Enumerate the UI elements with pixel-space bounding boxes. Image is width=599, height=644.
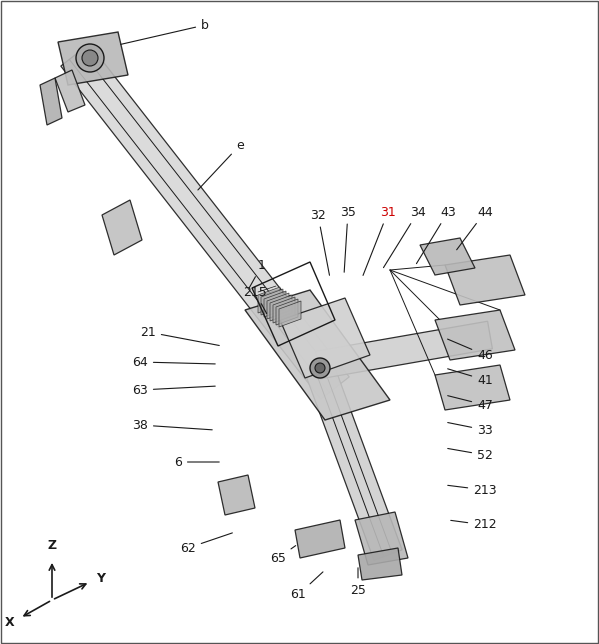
- Polygon shape: [316, 321, 492, 379]
- Text: b: b: [121, 19, 209, 44]
- Polygon shape: [280, 298, 370, 378]
- Text: 61: 61: [290, 572, 323, 601]
- Polygon shape: [264, 291, 286, 317]
- Text: 52: 52: [447, 448, 493, 462]
- Circle shape: [76, 44, 104, 72]
- Text: 1: 1: [249, 258, 266, 288]
- Text: 44: 44: [456, 205, 493, 250]
- Polygon shape: [102, 200, 142, 255]
- Polygon shape: [267, 293, 289, 319]
- Text: 43: 43: [416, 205, 456, 263]
- Text: 25: 25: [350, 568, 366, 596]
- Text: X: X: [4, 616, 14, 629]
- Text: 46: 46: [447, 339, 493, 361]
- Polygon shape: [40, 78, 62, 125]
- Polygon shape: [276, 299, 298, 325]
- Text: 212: 212: [451, 518, 497, 531]
- Text: 31: 31: [363, 205, 396, 276]
- Text: 34: 34: [383, 205, 426, 268]
- Polygon shape: [258, 287, 280, 313]
- Polygon shape: [273, 297, 295, 323]
- Polygon shape: [295, 520, 345, 558]
- Text: 32: 32: [310, 209, 329, 275]
- Text: Z: Z: [47, 539, 56, 552]
- Text: 21: 21: [140, 325, 219, 345]
- Polygon shape: [58, 32, 128, 85]
- Text: 33: 33: [447, 422, 493, 437]
- Polygon shape: [279, 301, 301, 327]
- Text: Y: Y: [96, 571, 105, 585]
- Text: 62: 62: [180, 533, 232, 554]
- Polygon shape: [218, 475, 255, 515]
- Circle shape: [310, 358, 330, 378]
- Text: 35: 35: [340, 205, 356, 272]
- Text: 65: 65: [270, 545, 296, 565]
- Polygon shape: [261, 289, 283, 315]
- Text: 41: 41: [447, 369, 493, 386]
- Polygon shape: [435, 365, 510, 410]
- Polygon shape: [61, 44, 349, 399]
- Text: 64: 64: [132, 355, 215, 368]
- Text: e: e: [198, 138, 244, 190]
- Polygon shape: [445, 255, 525, 305]
- Text: 38: 38: [132, 419, 212, 431]
- Circle shape: [82, 50, 98, 66]
- Polygon shape: [55, 70, 85, 112]
- Polygon shape: [358, 548, 402, 580]
- Circle shape: [315, 363, 325, 373]
- Text: 63: 63: [132, 383, 215, 397]
- Polygon shape: [355, 512, 408, 565]
- Polygon shape: [420, 238, 475, 275]
- Text: 47: 47: [447, 395, 493, 412]
- Text: 213: 213: [448, 484, 497, 497]
- Text: 215: 215: [243, 285, 267, 314]
- Polygon shape: [304, 360, 402, 560]
- Polygon shape: [270, 295, 292, 321]
- Polygon shape: [435, 310, 515, 360]
- Text: 6: 6: [174, 455, 219, 468]
- Polygon shape: [245, 290, 390, 420]
